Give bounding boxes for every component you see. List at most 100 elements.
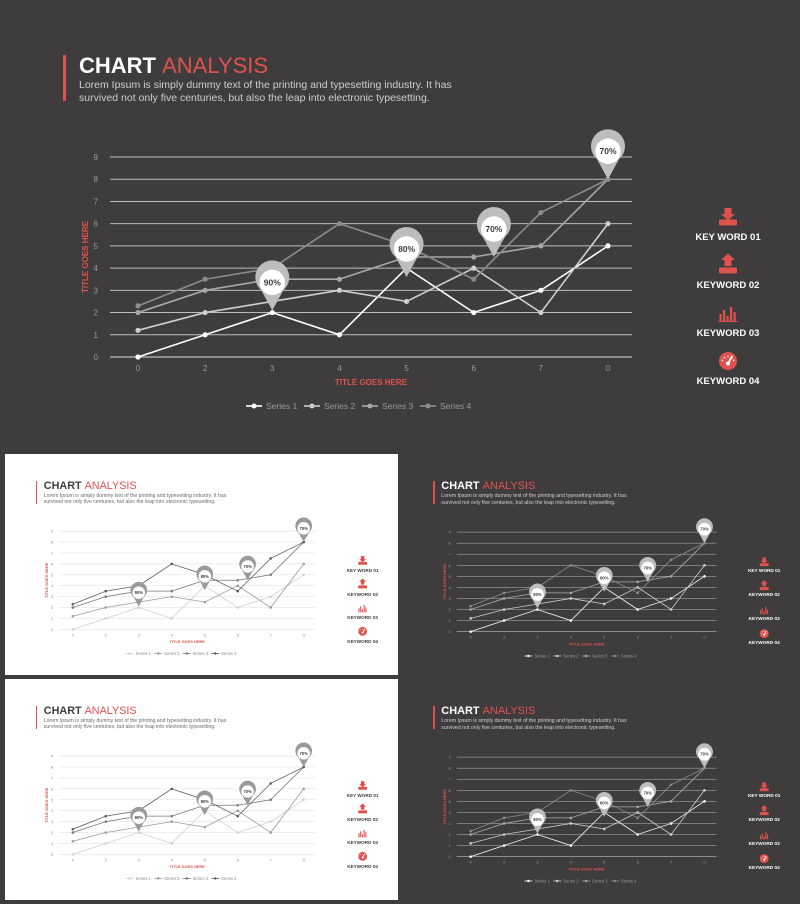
legend-marker	[527, 654, 530, 658]
y-tick-label: 9	[94, 153, 99, 162]
data-point	[269, 573, 272, 577]
percentage-pin: 80%	[595, 791, 613, 817]
x-tick-label: 3	[536, 860, 539, 865]
description-line-1: Lorem Ipsum is simply dummy text of the …	[441, 493, 627, 500]
data-point	[636, 833, 639, 836]
legend-label: Series 1	[534, 653, 550, 658]
legend-label: Series 4	[621, 878, 637, 883]
data-point	[605, 221, 611, 227]
data-point	[135, 327, 141, 333]
description-line-2: survived not only five centuries, but al…	[79, 92, 430, 105]
data-point	[302, 787, 305, 791]
bar-chart-icon	[718, 307, 738, 322]
description-line-2: survived not only five centuries, but al…	[441, 499, 616, 506]
x-tick-label: 7	[270, 632, 272, 637]
y-tick-label: 4	[51, 808, 54, 813]
percentage-pin: 80%	[389, 227, 424, 277]
y-tick-label: 8	[94, 175, 99, 184]
y-tick-label: 5	[449, 574, 452, 579]
page-title: CHART ANALYSIS	[441, 480, 535, 492]
data-point	[536, 833, 539, 836]
data-point	[202, 276, 208, 282]
y-axis-title: TITLE GOES HERE	[44, 787, 49, 823]
keyword-3-label: KEYWORD 03	[696, 328, 760, 339]
page-title: CHART ANALYSIS	[79, 53, 268, 79]
download-tray-icon	[358, 556, 368, 565]
x-tick-label: 7	[670, 635, 672, 640]
data-point	[71, 831, 75, 834]
x-tick-label: 4	[171, 857, 174, 862]
percentage-pin: 90%	[529, 583, 546, 609]
data-point	[135, 354, 141, 360]
keyword-3-label: KEYWORD 03	[347, 615, 378, 621]
line-chart: 0 1 2 3 4 5 6 7 8 9 0 2 3 4 5 6 7 0 TITLE GOES HERE TITLE G…	[442, 518, 769, 658]
x-tick-label: 6	[237, 857, 240, 862]
data-point	[336, 287, 343, 293]
line-chart: 0 1 2 3 4 5 6 7 8 9 0 2 3 4 5 6 7 0 TITLE GOES HERE TITLE G…	[44, 517, 368, 656]
data-point	[403, 298, 410, 305]
description-line-2: survived not only five centuries, but al…	[43, 499, 216, 506]
x-tick-label: 4	[570, 860, 573, 865]
percentage-pin: 80%	[196, 790, 214, 816]
data-point	[703, 541, 706, 545]
y-tick-label: 6	[449, 563, 452, 568]
y-tick-label: 7	[449, 777, 451, 782]
x-tick-label: 0	[72, 857, 75, 862]
line-chart: 0 1 2 3 4 5 6 7 8 9 0 2 3 4 5 6 7 0 TITLE GOES HERE TITLE G…	[81, 129, 738, 411]
y-tick-label: 3	[51, 819, 54, 824]
legend-label: Series 2	[324, 401, 355, 411]
x-axis-title: TITLE GOES HERE	[170, 864, 206, 869]
y-tick-label: 5	[51, 797, 54, 802]
title-main: CHART	[43, 705, 82, 718]
percentage-pin: 80%	[595, 566, 613, 592]
data-point	[502, 844, 506, 847]
data-point	[538, 287, 544, 293]
series-line-2	[470, 565, 705, 619]
description-line-1: Lorem Ipsum is simply dummy text of the …	[441, 718, 627, 725]
upload-tray-icon	[358, 803, 368, 814]
x-tick-label: 3	[270, 364, 275, 373]
data-point	[104, 831, 108, 834]
x-tick-label: 6	[471, 364, 476, 373]
data-point	[569, 597, 573, 600]
x-tick-label: 7	[539, 364, 544, 373]
line-chart: 0 1 2 3 4 5 6 7 8 9 0 2 3 4 5 6 7 0 TITLE GOES HERE TITLE G…	[44, 742, 368, 881]
data-point	[269, 798, 272, 802]
series-line-4	[72, 541, 304, 605]
bar-chart-icon	[357, 829, 368, 838]
data-point	[569, 591, 573, 595]
x-tick-label: 5	[603, 635, 606, 640]
data-point	[469, 617, 472, 620]
data-point	[170, 814, 174, 818]
data-point	[269, 309, 275, 316]
data-point	[703, 766, 706, 770]
data-point	[469, 608, 472, 611]
bar-chart-icon	[759, 831, 769, 840]
y-tick-label: 8	[51, 540, 54, 545]
y-tick-label: 1	[449, 618, 452, 623]
keyword-1-label: KEY WORD 01	[747, 794, 781, 800]
data-point	[669, 783, 673, 787]
data-point	[104, 595, 108, 598]
series-line-1	[470, 800, 705, 857]
page-description: Lorem Ipsum is simply dummy text of the …	[44, 718, 226, 731]
dashboard-gauge-icon	[358, 851, 368, 861]
dashboard-gauge-icon	[358, 626, 368, 636]
y-axis-title: TITLE GOES HERE	[44, 562, 49, 598]
title-main: CHART	[441, 705, 480, 718]
data-point	[302, 573, 305, 577]
description-line-2: survived not only five centuries, but al…	[441, 724, 616, 731]
x-tick-label: 7	[670, 860, 672, 865]
x-tick-label: 6	[637, 635, 640, 640]
upload-tray-icon	[719, 253, 737, 274]
x-tick-label: 2	[105, 632, 107, 637]
x-tick-label: 0	[136, 364, 141, 373]
y-tick-label: 1	[449, 843, 452, 848]
data-point	[536, 608, 539, 611]
percentage-pin: 90%	[529, 808, 546, 834]
data-point	[202, 287, 208, 293]
keyword-4-label: KEYWORD 04	[696, 376, 760, 387]
y-axis-title: TITLE GOES HERE	[442, 789, 447, 825]
y-tick-label: 8	[449, 766, 452, 771]
series-line-2	[72, 788, 304, 842]
